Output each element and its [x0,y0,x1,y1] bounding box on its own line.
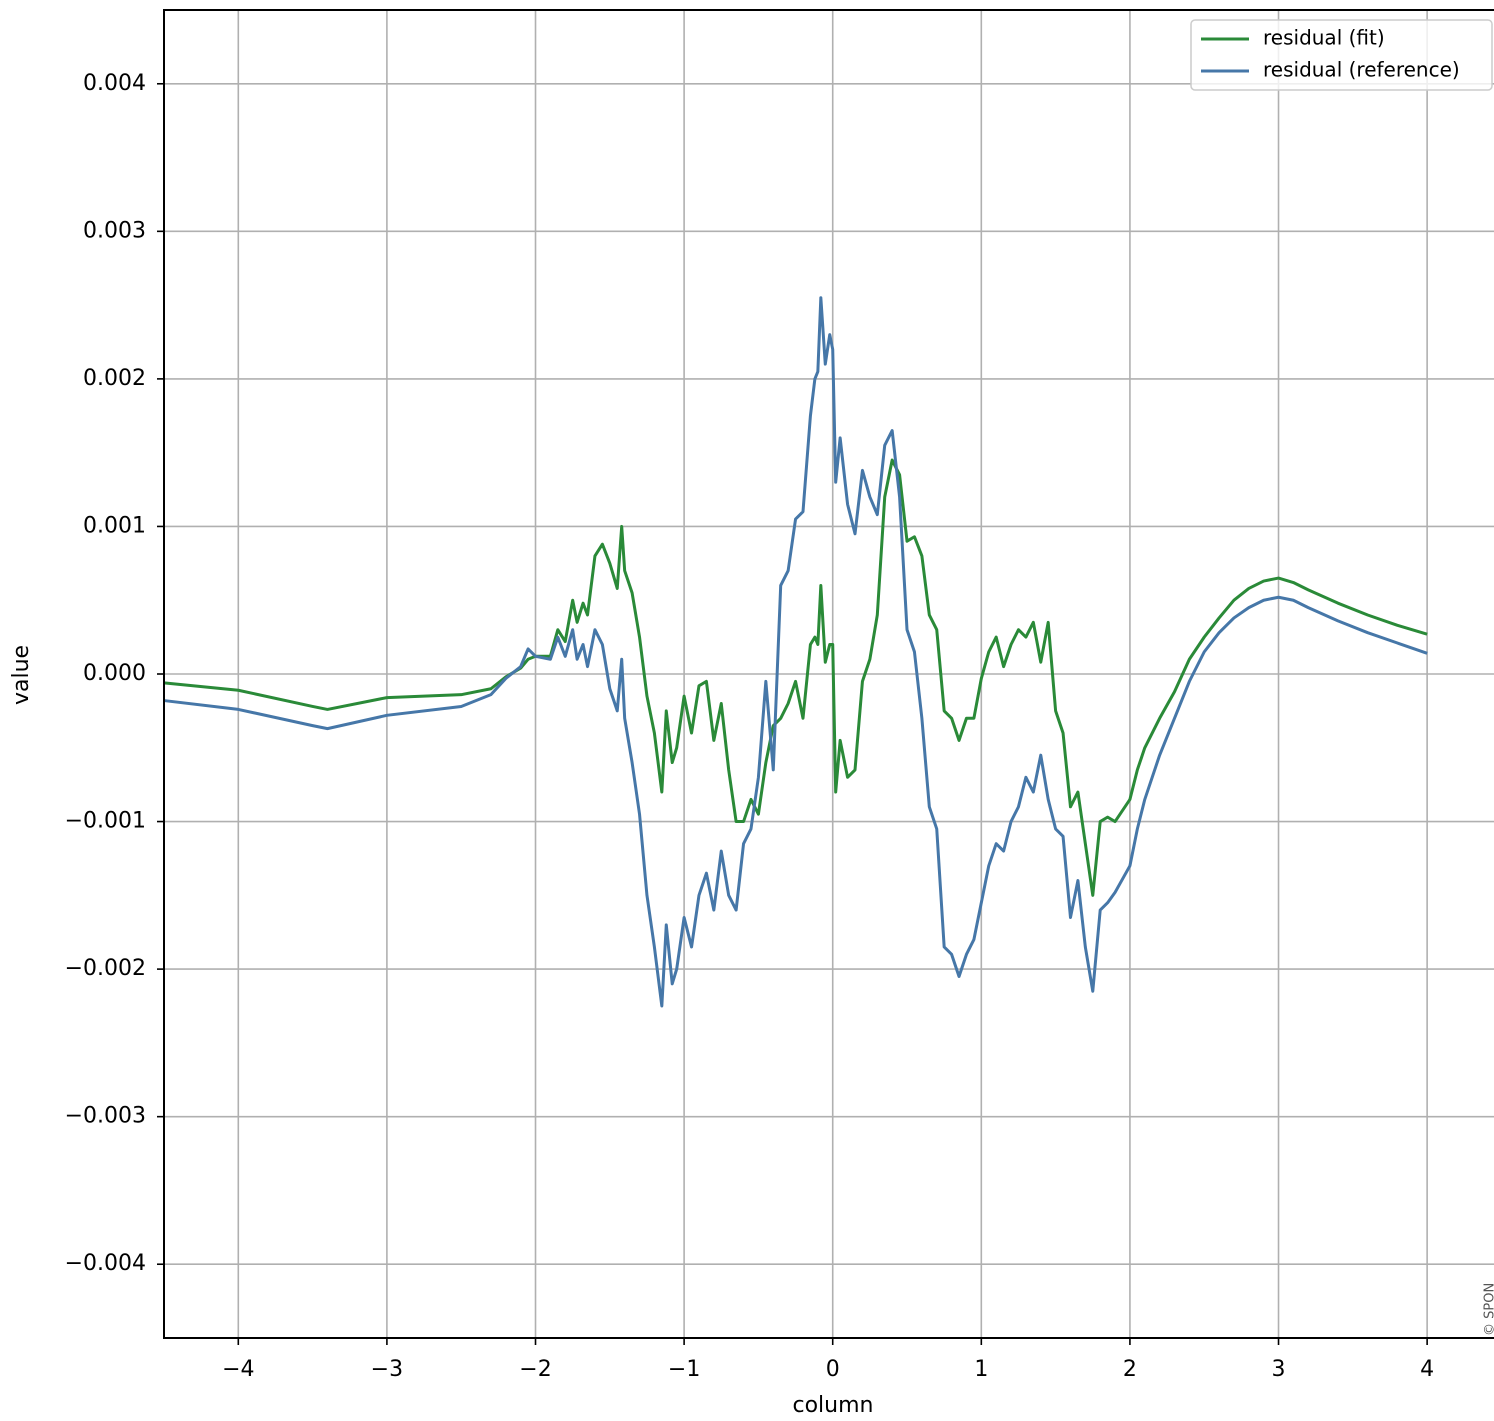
x-tick-label: 1 [974,1357,988,1382]
y-tick-label: −0.001 [65,809,146,834]
y-tick-label: 0.002 [83,366,146,391]
y-tick-label: 0.004 [83,71,146,96]
x-tick-label: −4 [222,1357,254,1382]
series-line [163,296,1428,1008]
x-axis-label: column [793,1393,874,1418]
y-tick-label: 0.003 [83,218,146,243]
y-axis-label: value [9,645,34,705]
x-tick-label: −3 [371,1357,403,1382]
x-tick-label: 4 [1420,1357,1434,1382]
y-tick-label: 0.001 [83,513,146,538]
x-tick-label: 2 [1123,1357,1137,1382]
legend: residual (fit) residual (reference) [1190,19,1493,91]
y-tick-label: −0.002 [65,956,146,981]
y-tick-label: −0.003 [65,1104,146,1129]
x-tick-label: −2 [519,1357,551,1382]
axis-frame [163,9,1494,1339]
x-tick-label: 3 [1272,1357,1286,1382]
series-line [163,458,1428,897]
y-tick-label: −0.004 [65,1251,146,1276]
legend-label: residual (fit) [1263,26,1385,50]
watermark: © SPON [1483,1283,1494,1336]
legend-box [1190,19,1493,91]
x-tick-label: 0 [826,1357,840,1382]
x-tick-label: −1 [668,1357,700,1382]
y-tick-label: 0.000 [83,661,146,686]
legend-label: residual (reference) [1263,58,1460,82]
